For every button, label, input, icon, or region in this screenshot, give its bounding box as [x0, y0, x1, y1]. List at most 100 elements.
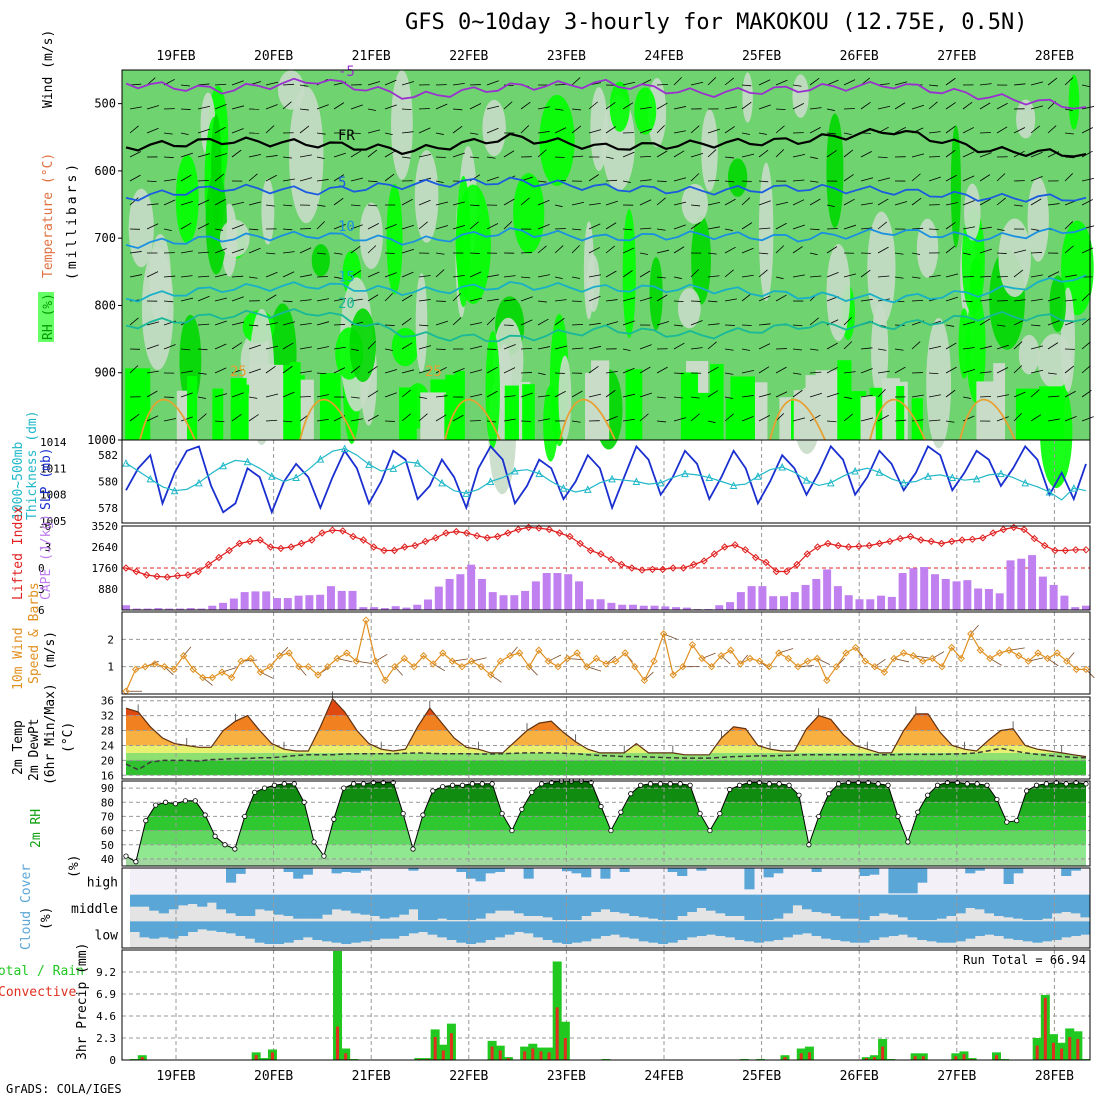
wind-barb	[146, 415, 159, 422]
wind-barb	[248, 368, 261, 374]
wind-barb	[537, 346, 551, 350]
wind10m-marker	[919, 657, 927, 665]
lifted-index-marker	[731, 541, 739, 549]
wind-barb	[809, 275, 822, 278]
cloud-cover-bar	[446, 921, 457, 940]
wind10m-marker	[794, 662, 802, 671]
rh-lowlevel-block	[625, 369, 643, 440]
wind-barb	[571, 108, 582, 111]
lifted-index-marker	[700, 557, 708, 565]
lifted-index-marker	[659, 565, 667, 574]
wind-barb	[333, 197, 344, 206]
cape-bar	[370, 607, 379, 610]
wind-barb	[673, 417, 687, 422]
wind-barb	[673, 106, 687, 110]
wind-barb	[401, 342, 413, 350]
wind-barb	[639, 270, 651, 278]
wind-barb	[146, 344, 159, 350]
wind-barb	[1064, 365, 1075, 374]
rh2m-marker	[331, 816, 337, 822]
wind-barb	[605, 126, 616, 134]
lifted-index-marker	[782, 567, 791, 576]
wind-barb	[690, 152, 704, 158]
cloud-cover-bar	[581, 894, 592, 916]
wind-barb	[299, 299, 312, 302]
wind-barb	[197, 105, 211, 110]
wind-barb	[129, 365, 139, 374]
wind-barb	[469, 393, 483, 398]
cape-bar	[941, 578, 950, 610]
rh2m-marker	[440, 784, 446, 790]
wind-barb	[979, 198, 991, 206]
cloud-cover-bar	[677, 868, 688, 876]
thickness-marker	[559, 483, 568, 492]
lifted-index-marker	[246, 537, 254, 546]
rh2m-marker	[608, 827, 614, 834]
cloud-cover-bar	[408, 894, 419, 910]
cloud-cover-bar	[485, 868, 496, 874]
lifted-index-marker	[555, 529, 564, 537]
wind-barb	[537, 106, 550, 110]
wind-barb	[860, 102, 871, 110]
wind10m-marker	[381, 676, 389, 685]
cloud-cover-bar	[917, 868, 928, 883]
lifted-index-marker	[979, 534, 987, 542]
cloud-cover-bar	[926, 921, 937, 942]
rh2m-marker	[133, 859, 139, 865]
wind-barb	[180, 297, 194, 302]
wind-barb	[758, 269, 768, 278]
cape-bar	[1017, 558, 1026, 610]
wind-barb	[741, 197, 751, 206]
cloud-cover-bar	[158, 921, 169, 938]
rh2m-marker	[1033, 782, 1040, 788]
wind-barb	[282, 156, 292, 159]
cape-li-frame	[121, 525, 1091, 611]
cape-li-axis-labels: Lifted Index CAPE (J/kg)	[11, 506, 54, 600]
wind-barb	[758, 343, 771, 350]
wind-barb	[214, 393, 228, 398]
date-label-top: 25FEB	[742, 49, 781, 64]
cloud-cover-bar	[350, 868, 361, 873]
cloud-cover-bar	[504, 921, 515, 935]
wind-barb	[214, 153, 228, 158]
wind-barb	[707, 390, 719, 398]
wind-barb	[503, 198, 515, 206]
cloud-cover-bar	[552, 894, 563, 920]
wind-barb	[146, 223, 159, 230]
precip-convective-bar	[881, 1046, 885, 1060]
cape-bar	[553, 573, 562, 610]
wind-barb	[384, 293, 393, 302]
wind-barb	[197, 128, 211, 134]
wind-barb	[843, 149, 854, 158]
wind-barb	[1064, 156, 1075, 159]
cloud-cover-bar	[226, 921, 237, 934]
precip-convective-bar	[547, 1052, 551, 1060]
lifted-index-marker	[690, 560, 698, 569]
wind-barb	[265, 271, 278, 278]
wind-barb	[299, 346, 312, 350]
rh2m-marker	[143, 818, 149, 824]
wind-barb	[418, 127, 431, 134]
wind-barb	[163, 275, 176, 278]
wind-barb	[299, 154, 312, 158]
wind-barb	[316, 104, 329, 110]
lifted-index-marker	[1041, 541, 1049, 550]
wind-barb	[945, 324, 955, 327]
wind-barb	[605, 321, 619, 326]
wind-barb	[928, 274, 941, 278]
wind-barb	[809, 156, 818, 159]
cape-bar	[424, 599, 433, 610]
cloud-cover-bar	[466, 921, 477, 944]
wind-barb	[520, 101, 531, 110]
lifted-index-marker	[824, 539, 832, 548]
wind10m-marker	[362, 616, 370, 624]
wind-barb	[707, 341, 717, 350]
wind-barb	[197, 323, 210, 326]
wind-barb	[809, 126, 821, 134]
cloud-cover-bar	[917, 921, 928, 940]
cloud-cover-bar	[734, 894, 745, 916]
wind10m-marker	[650, 657, 658, 665]
rh-lowlevel-block	[793, 390, 815, 440]
cloud-cover-bar	[821, 894, 832, 914]
wind-barb	[741, 153, 755, 158]
